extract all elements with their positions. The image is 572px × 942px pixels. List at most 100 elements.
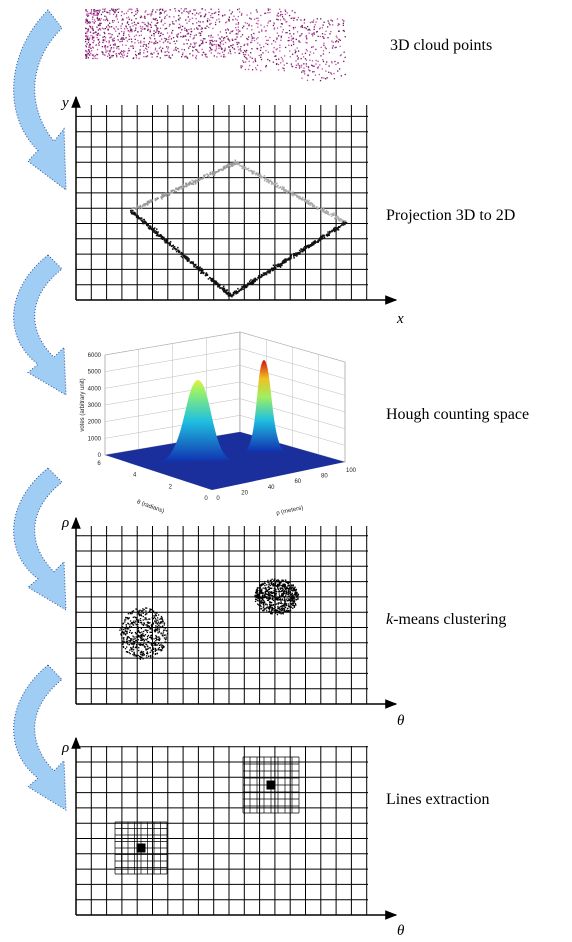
cloud-dot (276, 27, 279, 29)
cloud-dot (89, 26, 92, 29)
cluster-dot (140, 621, 143, 624)
cluster-dot (162, 646, 164, 649)
cluster-dot (121, 625, 123, 628)
cluster-dot (149, 651, 151, 653)
proj-dot (243, 167, 246, 170)
cloud-dot (87, 15, 89, 17)
proj-dot (246, 168, 248, 171)
cloud-dot (98, 11, 100, 13)
cluster-dot (280, 580, 282, 582)
cloud-dot (85, 50, 87, 52)
proj-dot (237, 287, 239, 290)
proj-dot (275, 264, 277, 266)
cluster-dot (155, 629, 157, 631)
proj-dot (152, 231, 154, 233)
cluster-dot (281, 599, 284, 601)
cloud-dot (87, 14, 90, 16)
cloud-dot (243, 25, 245, 27)
cloud-dot (243, 50, 246, 52)
proj-dot (248, 282, 250, 285)
cluster-dot (152, 615, 154, 617)
cluster-dot (269, 579, 272, 582)
cloud-dot (186, 56, 188, 58)
proj-dot (321, 238, 323, 240)
proj-dot (266, 271, 268, 273)
cluster-dot (149, 628, 152, 630)
proj-dot (285, 261, 287, 263)
proj-dot (290, 193, 293, 195)
proj-dot (155, 234, 158, 237)
cloud-dot (127, 21, 129, 23)
proj-dot (253, 280, 256, 283)
cluster-dot (143, 635, 145, 637)
proj-dot (224, 167, 226, 170)
cluster-dot (140, 615, 143, 617)
proj-dot (138, 207, 141, 210)
proj-dot (307, 245, 310, 248)
cloud-dot (325, 63, 327, 65)
cloud-dot (240, 65, 242, 67)
proj-dot (331, 213, 334, 215)
cloud-dot (211, 48, 213, 51)
cluster-dot (277, 583, 279, 586)
proj-dot (161, 237, 164, 239)
cluster-dot (153, 642, 155, 645)
cloud-dot (301, 26, 304, 29)
cluster-dot (297, 594, 299, 596)
cloud-dot (298, 67, 301, 69)
cluster-dot (281, 605, 283, 607)
cluster-dot (254, 595, 256, 597)
cluster-dot (285, 588, 288, 590)
axis-label: θ (397, 923, 405, 937)
cluster-dot (288, 581, 290, 584)
proj-dot (282, 262, 284, 264)
proj-dot (333, 212, 335, 214)
cloud-dot (214, 40, 216, 42)
cloud-dot (184, 56, 186, 58)
cloud-dot (257, 26, 259, 28)
cloud-dot (295, 66, 297, 69)
cluster-dot (124, 627, 126, 630)
proj-dot (203, 176, 206, 179)
cloud-dot (140, 40, 142, 42)
cluster-dot (256, 588, 258, 590)
cluster-dot (150, 631, 152, 633)
cloud-dot (209, 43, 211, 45)
cluster-dot (151, 656, 154, 658)
cloud-dot (159, 8, 162, 10)
cloud-dot (109, 51, 111, 53)
proj-dot (235, 291, 237, 294)
cloud-dot (259, 44, 261, 46)
cluster-dot (274, 588, 277, 591)
cloud-dot (115, 9, 117, 12)
cloud-dot (199, 12, 201, 14)
cluster-dot (278, 610, 280, 612)
cloud-dot (305, 27, 307, 30)
cluster-dot (133, 643, 135, 646)
cluster-dot (149, 636, 151, 639)
cloud-dot (196, 27, 198, 29)
proj-dot (264, 177, 267, 179)
proj-dot (224, 289, 226, 292)
cloud-dot (275, 58, 277, 61)
cloud-dot (139, 51, 141, 54)
cluster-dot (259, 591, 261, 593)
cluster-dot (267, 599, 270, 602)
cluster-dot (263, 610, 265, 612)
cloud-dot (87, 57, 90, 59)
cloud-dot (105, 26, 108, 28)
cloud-dot (282, 60, 284, 62)
cloud-dot (113, 27, 115, 29)
cluster-dot (152, 648, 155, 651)
cluster-dot (147, 645, 149, 648)
cloud-dot (327, 37, 329, 39)
cloud-dot (85, 18, 88, 20)
proj-dot (216, 282, 219, 285)
proj-dot (233, 290, 236, 293)
cluster-dot (273, 579, 275, 581)
cloud-dot (157, 32, 160, 35)
proj-dot (311, 204, 313, 206)
cloud-dot (107, 24, 109, 26)
cloud-dot (251, 29, 253, 31)
cluster-dot (147, 625, 149, 627)
